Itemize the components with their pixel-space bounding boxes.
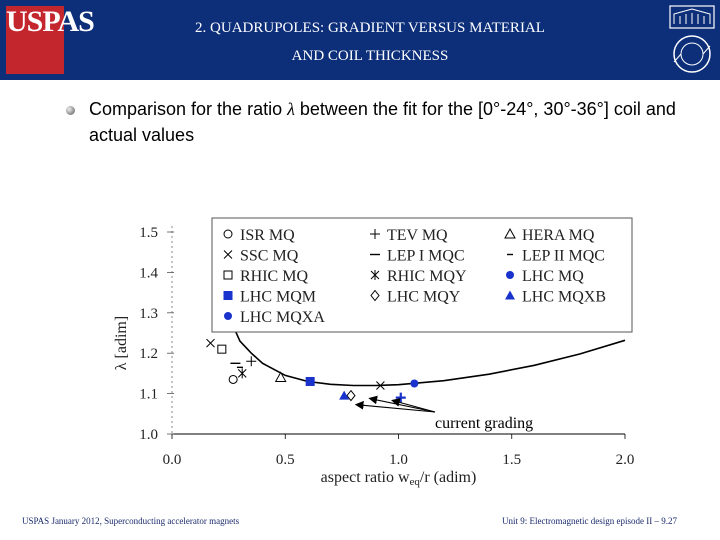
legend-label: ISR MQ (240, 227, 295, 244)
legend-box (211, 217, 633, 333)
y-tick-label: 1.5 (139, 225, 158, 241)
x-tick-label: 2.0 (616, 452, 635, 468)
slide-title-line1: 2. QUADRUPOLES: GRADIENT VERSUS MATERIAL (195, 20, 545, 36)
y-axis-label: λ [adim] (113, 316, 130, 370)
legend-marker-lhc-mqm (223, 291, 233, 300)
point-rhic-mqy (237, 368, 247, 379)
legend-marker-ssc-mq (223, 250, 233, 259)
annotation-arrow (391, 398, 436, 413)
bullet-text-before: Comparison for the ratio (89, 99, 288, 119)
legend-marker-hera-mq (504, 227, 516, 239)
legend-label: RHIC MQY (387, 268, 467, 285)
legend-label: HERA MQ (522, 227, 595, 244)
legend-label: LHC MQM (240, 289, 316, 306)
cern-logo-icon (669, 5, 715, 73)
bullet-text: Comparison for the ratio λ between the f… (89, 96, 689, 148)
point-ssc-mq (376, 381, 385, 390)
point-lhc-mqy (346, 389, 356, 402)
footer-right: Unit 9: Electromagnetic design episode I… (502, 516, 677, 526)
bullet-text-after: between the fit for the [0°-24°, 30°-36°… (89, 99, 676, 145)
annotation-arrow (354, 400, 436, 413)
legend-label: LEP I MQC (387, 248, 465, 265)
x-tick-label: 0.5 (276, 452, 295, 468)
legend-label: LEP II MQC (522, 248, 605, 265)
legend-marker-isr-mq (223, 229, 233, 239)
y-tick-label: 1.3 (139, 306, 158, 322)
legend-label: LHC MQY (387, 289, 461, 306)
footer-left: USPAS January 2012, Superconducting acce… (22, 516, 240, 526)
x-axis-label: aspect ratio weq/r (adim) (321, 469, 477, 488)
legend-label: LHC MQXA (240, 309, 325, 326)
legend-label: SSC MQ (240, 248, 299, 265)
legend-label: LHC MQ (522, 268, 584, 285)
point-current-grading (395, 392, 406, 403)
legend-marker-tev-mq (370, 229, 380, 239)
annotation-current-grading: current grading (435, 415, 533, 432)
legend-label: LHC MQXB (522, 289, 606, 306)
point-isr-mq (228, 374, 238, 384)
uspas-logo-text: USPAS (6, 5, 95, 38)
legend-label: RHIC MQ (240, 268, 308, 285)
x-tick-label: 0.0 (163, 452, 182, 468)
point-lhc-mq (410, 379, 419, 388)
bullet-icon (66, 106, 75, 115)
legend-marker-rhic-mqy (370, 270, 380, 280)
point-ssc-mq (206, 338, 215, 348)
y-tick-label: 1.0 (139, 427, 158, 443)
y-tick-label: 1.4 (139, 265, 158, 281)
annotation-arrow (368, 395, 436, 413)
legend-marker-lhc-mqxb (505, 290, 515, 300)
lambda-vs-aspect-ratio-chart: 1.0 1.1 1.2 1.3 1.4 1.5 0.0 0.5 1.0 1.5 2.0 aspect … (113, 217, 635, 488)
header-bar: USPAS 2. QUADRUPOLES: GRADIENT VERSUS MA… (0, 0, 720, 80)
point-hera-mq (274, 371, 287, 382)
slide-title-line2: AND COIL THICKNESS (291, 48, 449, 64)
y-tick-label: 1.2 (139, 346, 158, 362)
legend-marker-lhc-mq (506, 271, 514, 279)
x-tick-label: 1.5 (502, 452, 521, 468)
slide-title: 2. QUADRUPOLES: GRADIENT VERSUS MATERIAL… (120, 14, 620, 70)
lambda-symbol: λ (287, 99, 295, 119)
point-lhc-mqm (305, 376, 315, 386)
x-tick-label: 1.0 (389, 452, 408, 468)
y-tick-label: 1.1 (139, 387, 158, 403)
legend-marker-rhic-mq (223, 270, 233, 280)
point-rhic-mq (217, 344, 227, 354)
point-lhc-mqxb (339, 390, 350, 400)
point-tev-mq (246, 356, 257, 367)
uspas-logo: USPAS (6, 5, 95, 74)
legend-marker-lhc-mqy (370, 289, 380, 302)
legend-label: TEV MQ (387, 227, 448, 244)
legend-marker-lhc-mqxa (224, 312, 232, 320)
